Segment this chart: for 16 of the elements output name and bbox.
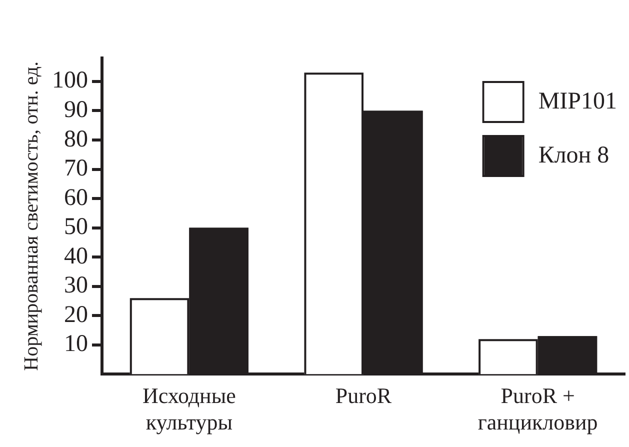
y-tick-label: 10 (64, 331, 88, 358)
y-tick-label: 30 (64, 272, 88, 299)
x-tick-label: PuroR (335, 383, 392, 408)
y-tick-label: 50 (64, 214, 88, 240)
x-tick-label: Исходные культуры (142, 383, 236, 435)
legend-label: Клон 8 (538, 142, 610, 168)
y-tick-label: 90 (64, 96, 88, 123)
y-tick-label: 70 (64, 156, 88, 182)
y-tick-label: 80 (64, 126, 88, 152)
y-tick-label: 40 (64, 243, 88, 270)
x-tick-label: PuroR + ганцикловир (478, 383, 598, 435)
y-tick-label: 100 (52, 68, 88, 94)
y-axis-title: Нормированная светимость, отн. ед. (20, 61, 42, 371)
y-tick-label: 20 (64, 302, 88, 328)
y-tick-label: 60 (64, 184, 88, 211)
legend-label: MIP101 (538, 88, 618, 114)
